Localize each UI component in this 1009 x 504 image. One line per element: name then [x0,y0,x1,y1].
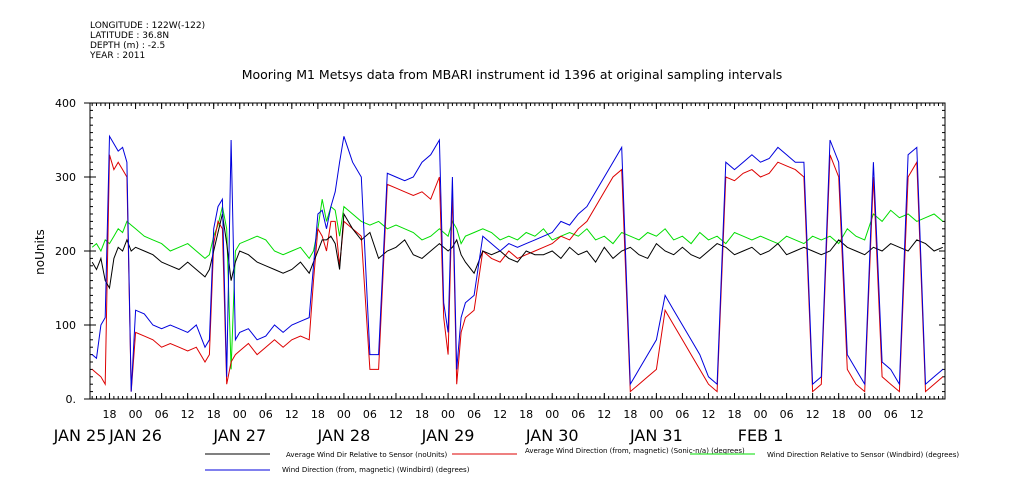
x-tick-label: 12 [910,408,924,421]
x-tick-label: 12 [181,408,195,421]
y-tick-label: 300 [55,171,76,184]
x-day-label: JAN 29 [421,426,475,445]
x-tick-label: 06 [259,408,273,421]
legend-entry-label: Wind Direction (from, magnetic) (Windbir… [282,466,470,474]
x-tick-label: 00 [337,408,351,421]
x-tick-label: 12 [597,408,611,421]
x-tick-label: 18 [207,408,221,421]
series-line-2 [91,154,944,393]
x-tick-label: 06 [780,408,794,421]
year-label: YEAR : 2011 [90,51,146,61]
x-tick-label: 06 [884,408,898,421]
x-day-label: FEB 1 [738,426,784,445]
legend-entry-label: Average Wind Direction (from, magnetic) … [525,447,745,455]
x-day-label: JAN 31 [629,426,683,445]
x-tick-label: 18 [519,408,533,421]
y-tick-label: 400 [55,97,76,110]
x-day-label: JAN 25 [53,426,107,445]
x-tick-label: 06 [363,408,377,421]
x-tick-label: 00 [858,408,872,421]
chart-title: Mooring M1 Metsys data from MBARI instru… [242,67,783,82]
x-tick-label: 12 [701,408,715,421]
x-tick-label: 12 [806,408,820,421]
x-day-label: JAN 30 [525,426,579,445]
x-tick-label: 18 [415,408,429,421]
x-tick-label: 06 [467,408,481,421]
x-day-label: JAN 27 [212,426,266,445]
y-tick-label: 0. [66,393,77,406]
y-tick-label: 100 [55,319,76,332]
x-tick-label: 18 [728,408,742,421]
x-tick-label: 00 [441,408,455,421]
y-axis-label: noUnits [33,229,47,275]
x-day-label: JAN 26 [108,426,162,445]
mooring-metadata: LONGITUDE : 122W(-122) LATITUDE : 36.8N … [90,21,205,61]
x-tick-label: 12 [493,408,507,421]
x-tick-label: 18 [832,408,846,421]
series-line-1 [91,212,943,290]
longitude-label: LONGITUDE : 122W(-122) [90,21,206,31]
x-tick-label: 00 [754,408,768,421]
x-tick-label: 00 [129,408,143,421]
x-tick-label: 06 [571,408,585,421]
legend-entry-label: Average Wind Dir Relative to Sensor (noU… [286,451,447,459]
x-tick-label: 12 [389,408,403,421]
depth-label: DEPTH (m) : -2.5 [90,41,166,51]
series-line-4 [91,134,944,392]
y-tick-label: 200 [55,245,76,258]
plot-area: 18 00 06 12 18 00 06 12 18 00 06 12 18 00 06 12 18 00 06 12… [53,97,946,445]
x-tick-label: 00 [649,408,663,421]
x-day-label: JAN 28 [316,426,370,445]
x-tick-label: 18 [311,408,325,421]
x-tick-label: 06 [155,408,169,421]
legend: Average Wind Dir Relative to Sensor (noU… [205,447,959,474]
x-tick-label: 18 [623,408,637,421]
x-tick-label: 18 [103,408,117,421]
x-tick-label: 00 [545,408,559,421]
latitude-label: LATITUDE : 36.8N [90,31,170,41]
x-tick-label: 06 [675,408,689,421]
x-tick-label: 00 [233,408,247,421]
plot-frame [89,102,946,400]
legend-entry-label: Wind Direction Relative to Sensor (Windb… [767,451,959,459]
x-tick-label: 12 [285,408,299,421]
